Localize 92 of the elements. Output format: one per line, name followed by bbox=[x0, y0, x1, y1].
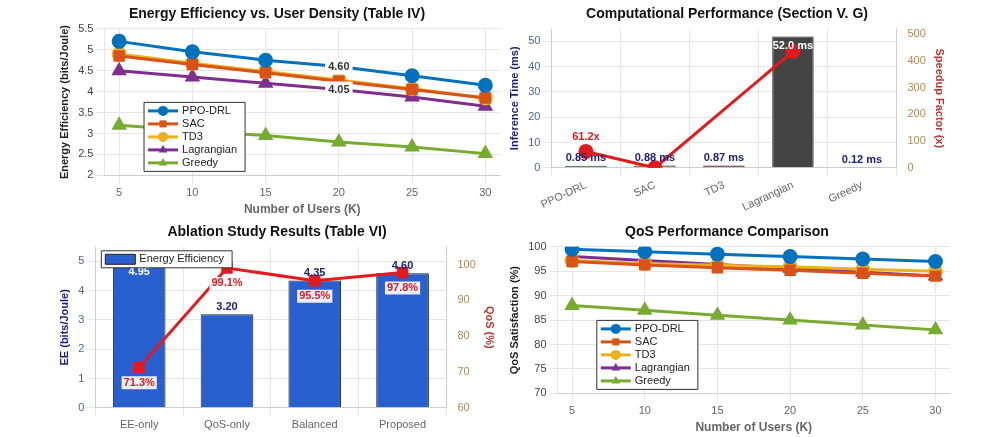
y-tick-label: 3 bbox=[78, 313, 85, 326]
x-tick-label: TD3 bbox=[702, 178, 727, 199]
data-label: 71.3% bbox=[123, 375, 156, 388]
legend-label: TD3 bbox=[182, 129, 203, 142]
legend-label: SAC bbox=[634, 334, 658, 347]
y-tick-label: 10 bbox=[528, 135, 541, 148]
legend-label: Lagrangian bbox=[634, 360, 690, 373]
legend-label: TD3 bbox=[634, 347, 656, 360]
data-label: 61.2x bbox=[572, 129, 601, 142]
y-axis-title: Inference Time (ms) bbox=[507, 46, 520, 151]
chart-title: Ablation Study Results (Table VI) bbox=[167, 223, 387, 240]
y-tick-label: 2.5 bbox=[78, 147, 94, 160]
y-tick-label: 4 bbox=[87, 84, 94, 97]
y-tick-label: 5 bbox=[78, 254, 85, 267]
y-tick-label: 1 bbox=[78, 371, 85, 384]
y-tick-label: 40 bbox=[528, 59, 541, 72]
legend-label: PPO-DRL bbox=[634, 321, 684, 334]
y-tick-label: 30 bbox=[528, 85, 541, 97]
y-tick-label: 75 bbox=[534, 362, 547, 374]
chart-title: Computational Performance (Section V. G) bbox=[586, 5, 868, 22]
annotation: 4.05 bbox=[328, 82, 350, 95]
data-label: 4.95 bbox=[128, 265, 150, 278]
legend-label: PPO-DRL bbox=[182, 103, 231, 116]
legend-label: SAC bbox=[182, 116, 205, 129]
x-tick-label: 10 bbox=[638, 404, 651, 417]
data-label: 52.0 ms bbox=[772, 38, 814, 51]
y-tick-label: 70 bbox=[534, 386, 547, 399]
y2-tick-label: 300 bbox=[907, 80, 926, 93]
legend-label: Greedy bbox=[182, 155, 219, 168]
x-tick-label: 30 bbox=[929, 404, 942, 417]
data-label: 4.35 bbox=[304, 265, 326, 278]
x-tick-label: 5 bbox=[116, 186, 123, 199]
y2-tick-label: 0 bbox=[907, 160, 914, 173]
y2-axis-title: Speedup Factor (x) bbox=[934, 48, 947, 149]
y-tick-label: 3.5 bbox=[78, 105, 94, 118]
x-tick-label: Proposed bbox=[379, 418, 427, 431]
x-tick-label: SAC bbox=[631, 178, 658, 199]
y2-tick-label: 70 bbox=[457, 365, 470, 378]
y-tick-label: 90 bbox=[534, 288, 547, 301]
data-label: 95.5% bbox=[299, 289, 331, 302]
chart-title: QoS Performance Comparison bbox=[625, 223, 829, 240]
y-tick-label: 4.5 bbox=[78, 63, 94, 76]
y2-tick-label: 400 bbox=[907, 53, 926, 66]
x-tick-label: Balanced bbox=[291, 418, 338, 431]
y2-axis-title: QoS (%) bbox=[484, 305, 497, 350]
y2-tick-label: 90 bbox=[457, 293, 470, 306]
x-tick-label: 15 bbox=[259, 186, 272, 199]
x-tick-label: 5 bbox=[569, 404, 576, 417]
y-tick-label: 2 bbox=[87, 168, 94, 181]
y2-tick-label: 100 bbox=[907, 134, 926, 147]
x-tick-label: 25 bbox=[405, 186, 419, 199]
y-tick-label: 4 bbox=[78, 283, 85, 296]
data-label: 3.20 bbox=[216, 299, 238, 312]
x-axis-title: Number of Users (K) bbox=[243, 202, 361, 217]
y-tick-label: 2 bbox=[78, 342, 85, 355]
legend-label: Lagrangian bbox=[182, 142, 238, 155]
data-label: 97.8% bbox=[386, 281, 419, 294]
y2-tick-label: 200 bbox=[907, 107, 926, 120]
y-axis-title: EE (bits/Joule) bbox=[57, 288, 70, 366]
y-tick-label: 0 bbox=[78, 400, 85, 413]
legend-label: Greedy bbox=[634, 373, 672, 386]
y2-tick-label: 500 bbox=[907, 27, 926, 40]
y2-tick-label: 60 bbox=[457, 400, 470, 413]
data-label: 99.1% bbox=[211, 276, 243, 289]
x-tick-label: 20 bbox=[783, 404, 797, 417]
data-label: 4.60 bbox=[391, 258, 414, 271]
y-axis-title: QoS Satisfaction (%) bbox=[507, 265, 520, 375]
y-tick-label: 0 bbox=[534, 160, 541, 173]
x-axis-title: Number of Users (K) bbox=[695, 420, 813, 435]
data-label: 0.87 ms bbox=[703, 151, 745, 164]
x-tick-label: 30 bbox=[479, 186, 492, 199]
y-tick-label: 100 bbox=[528, 239, 547, 252]
y-tick-label: 5 bbox=[87, 42, 94, 55]
y-tick-label: 95 bbox=[534, 264, 547, 277]
y-tick-label: 85 bbox=[534, 313, 547, 326]
y-tick-label: 80 bbox=[534, 337, 547, 350]
y-tick-label: 3 bbox=[87, 126, 94, 139]
x-tick-label: 10 bbox=[186, 186, 199, 199]
x-tick-label: 20 bbox=[332, 186, 345, 199]
y-tick-label: 50 bbox=[528, 34, 541, 47]
chart-title: Energy Efficiency vs. User Density (Table IV) bbox=[128, 5, 426, 22]
y-axis-title: Energy Efficiency (bits/Joule) bbox=[57, 24, 70, 180]
legend-label: Energy Efficiency bbox=[139, 252, 225, 265]
data-label: 0.12 ms bbox=[841, 153, 883, 165]
x-tick-label: QoS-only bbox=[204, 418, 251, 431]
y2-tick-label: 100 bbox=[457, 257, 476, 270]
x-tick-label: 15 bbox=[711, 404, 724, 417]
y-tick-label: 5.5 bbox=[78, 21, 94, 34]
y2-tick-label: 80 bbox=[457, 329, 470, 342]
y-tick-label: 20 bbox=[528, 110, 541, 123]
x-tick-label: 25 bbox=[856, 404, 869, 417]
x-tick-label: EE-only bbox=[119, 418, 159, 431]
